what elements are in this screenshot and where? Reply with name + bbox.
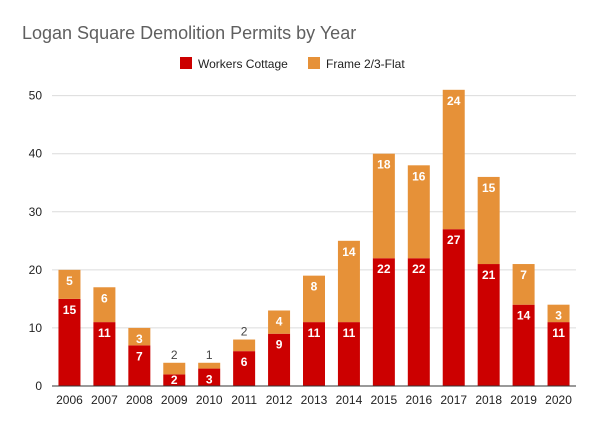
bar-label-frame-2-3-flat-2007: 6: [101, 291, 108, 305]
legend-swatch-frame-flat: [308, 57, 320, 69]
legend-swatch-workers-cottage: [180, 57, 192, 69]
bar-workers-cottage-2009: [163, 374, 186, 386]
bar-label-frame-2-3-flat-2018: 15: [482, 181, 496, 195]
bar-workers-cottage-2014: [337, 322, 360, 386]
bar-label-workers-cottage-2019: 14: [517, 309, 531, 323]
bar-frame-2-3-flat-2006: [58, 269, 81, 299]
bar-label-workers-cottage-2013: 11: [308, 326, 321, 340]
bar-frame-2-3-flat-2018: [477, 176, 500, 265]
x-tick-label-2008: 2008: [126, 393, 153, 407]
bar-frame-2-3-flat-2015: [372, 153, 395, 259]
bar-label-frame-2-3-flat-2011: 2: [241, 325, 248, 339]
x-tick-label-2016: 2016: [405, 393, 432, 407]
bar-workers-cottage-2015: [372, 258, 395, 386]
bar-label-frame-2-3-flat-2010: 1: [206, 348, 213, 362]
bar-label-frame-2-3-flat-2020: 3: [555, 309, 562, 323]
bar-workers-cottage-2010: [198, 368, 221, 386]
y-tick-label-0: 0: [35, 379, 42, 393]
bar-frame-2-3-flat-2014: [337, 240, 360, 323]
bar-label-frame-2-3-flat-2008: 3: [136, 332, 143, 346]
bar-workers-cottage-2011: [233, 351, 256, 386]
y-tick-label-10: 10: [29, 321, 43, 335]
bar-label-workers-cottage-2008: 7: [136, 349, 143, 363]
bar-frame-2-3-flat-2008: [128, 327, 151, 346]
bar-label-workers-cottage-2010: 3: [206, 373, 213, 387]
legend-label-workers-cottage: Workers Cottage: [198, 57, 288, 71]
y-tick-label-40: 40: [29, 147, 43, 161]
x-tick-label-2007: 2007: [91, 393, 118, 407]
bar-workers-cottage-2008: [128, 345, 151, 386]
legend: Workers Cottage Frame 2/3-Flat: [180, 57, 405, 71]
bar-frame-2-3-flat-2017: [442, 89, 465, 230]
bar-workers-cottage-2017: [442, 229, 465, 386]
bar-workers-cottage-2006: [58, 298, 81, 386]
bar-label-frame-2-3-flat-2009: 2: [171, 348, 178, 362]
bar-label-frame-2-3-flat-2015: 18: [377, 158, 391, 172]
bar-label-workers-cottage-2020: 11: [552, 326, 565, 340]
x-tick-label-2011: 2011: [231, 393, 257, 407]
bar-label-workers-cottage-2009: 2: [171, 373, 178, 387]
x-tick-label-2012: 2012: [266, 393, 293, 407]
bar-label-workers-cottage-2011: 6: [241, 355, 248, 369]
bar-label-frame-2-3-flat-2013: 8: [311, 280, 318, 294]
x-tick-label-2019: 2019: [510, 393, 537, 407]
bar-workers-cottage-2019: [512, 304, 535, 386]
bar-frame-2-3-flat-2020: [547, 304, 570, 323]
bar-frame-2-3-flat-2013: [303, 275, 325, 323]
bar-label-workers-cottage-2017: 27: [447, 233, 461, 247]
bar-label-workers-cottage-2012: 9: [276, 338, 283, 352]
bar-label-frame-2-3-flat-2017: 24: [447, 94, 461, 108]
bar-workers-cottage-2013: [303, 322, 325, 386]
x-tick-label-2020: 2020: [545, 393, 572, 407]
bar-workers-cottage-2018: [477, 264, 500, 386]
y-tick-label-50: 50: [29, 89, 43, 103]
bar-workers-cottage-2020: [547, 322, 570, 386]
bar-label-workers-cottage-2007: 11: [98, 326, 111, 340]
legend-label-frame-flat: Frame 2/3-Flat: [326, 57, 405, 71]
bar-label-workers-cottage-2018: 21: [482, 268, 496, 282]
bar-frame-2-3-flat-2012: [268, 310, 291, 334]
y-axis-ticks: 0 10 20 30 40 50: [29, 89, 43, 393]
x-tick-label-2018: 2018: [475, 393, 502, 407]
x-tick-label-2014: 2014: [336, 393, 363, 407]
bar-label-frame-2-3-flat-2016: 16: [412, 169, 426, 183]
x-axis-ticks: 2006 2007 2008 2009 2010 2011 2012 2013 2014 2015…: [56, 393, 572, 407]
bar-frame-2-3-flat-2007: [93, 287, 116, 323]
bar-workers-cottage-2012: [268, 333, 291, 386]
bar-label-frame-2-3-flat-2006: 5: [66, 274, 73, 288]
y-tick-label-30: 30: [29, 205, 43, 219]
y-tick-label-20: 20: [29, 263, 43, 277]
bars: [58, 89, 570, 386]
bar-label-workers-cottage-2015: 22: [377, 262, 391, 276]
chart-title: Logan Square Demolition Permits by Year: [22, 23, 356, 43]
bar-frame-2-3-flat-2016: [407, 165, 430, 259]
bar-label-frame-2-3-flat-2019: 7: [520, 268, 527, 282]
bar-frame-2-3-flat-2010: [198, 362, 221, 369]
x-tick-label-2017: 2017: [440, 393, 467, 407]
bar-label-workers-cottage-2014: 11: [343, 326, 356, 340]
bar-workers-cottage-2007: [93, 322, 116, 386]
x-tick-label-2013: 2013: [301, 393, 328, 407]
x-tick-label-2006: 2006: [56, 393, 83, 407]
bar-value-labels: 1551167322316294118111422182216272421151…: [63, 94, 565, 387]
bar-label-frame-2-3-flat-2012: 4: [276, 315, 283, 329]
bar-label-workers-cottage-2016: 22: [412, 262, 426, 276]
bar-frame-2-3-flat-2009: [163, 362, 186, 375]
x-tick-label-2015: 2015: [371, 393, 398, 407]
bar-frame-2-3-flat-2011: [233, 339, 256, 352]
bar-label-frame-2-3-flat-2014: 14: [342, 245, 356, 259]
x-tick-label-2009: 2009: [161, 393, 188, 407]
bar-label-workers-cottage-2006: 15: [63, 303, 77, 317]
bar-frame-2-3-flat-2019: [512, 264, 535, 305]
x-tick-label-2010: 2010: [196, 393, 223, 407]
bar-workers-cottage-2016: [407, 258, 430, 386]
